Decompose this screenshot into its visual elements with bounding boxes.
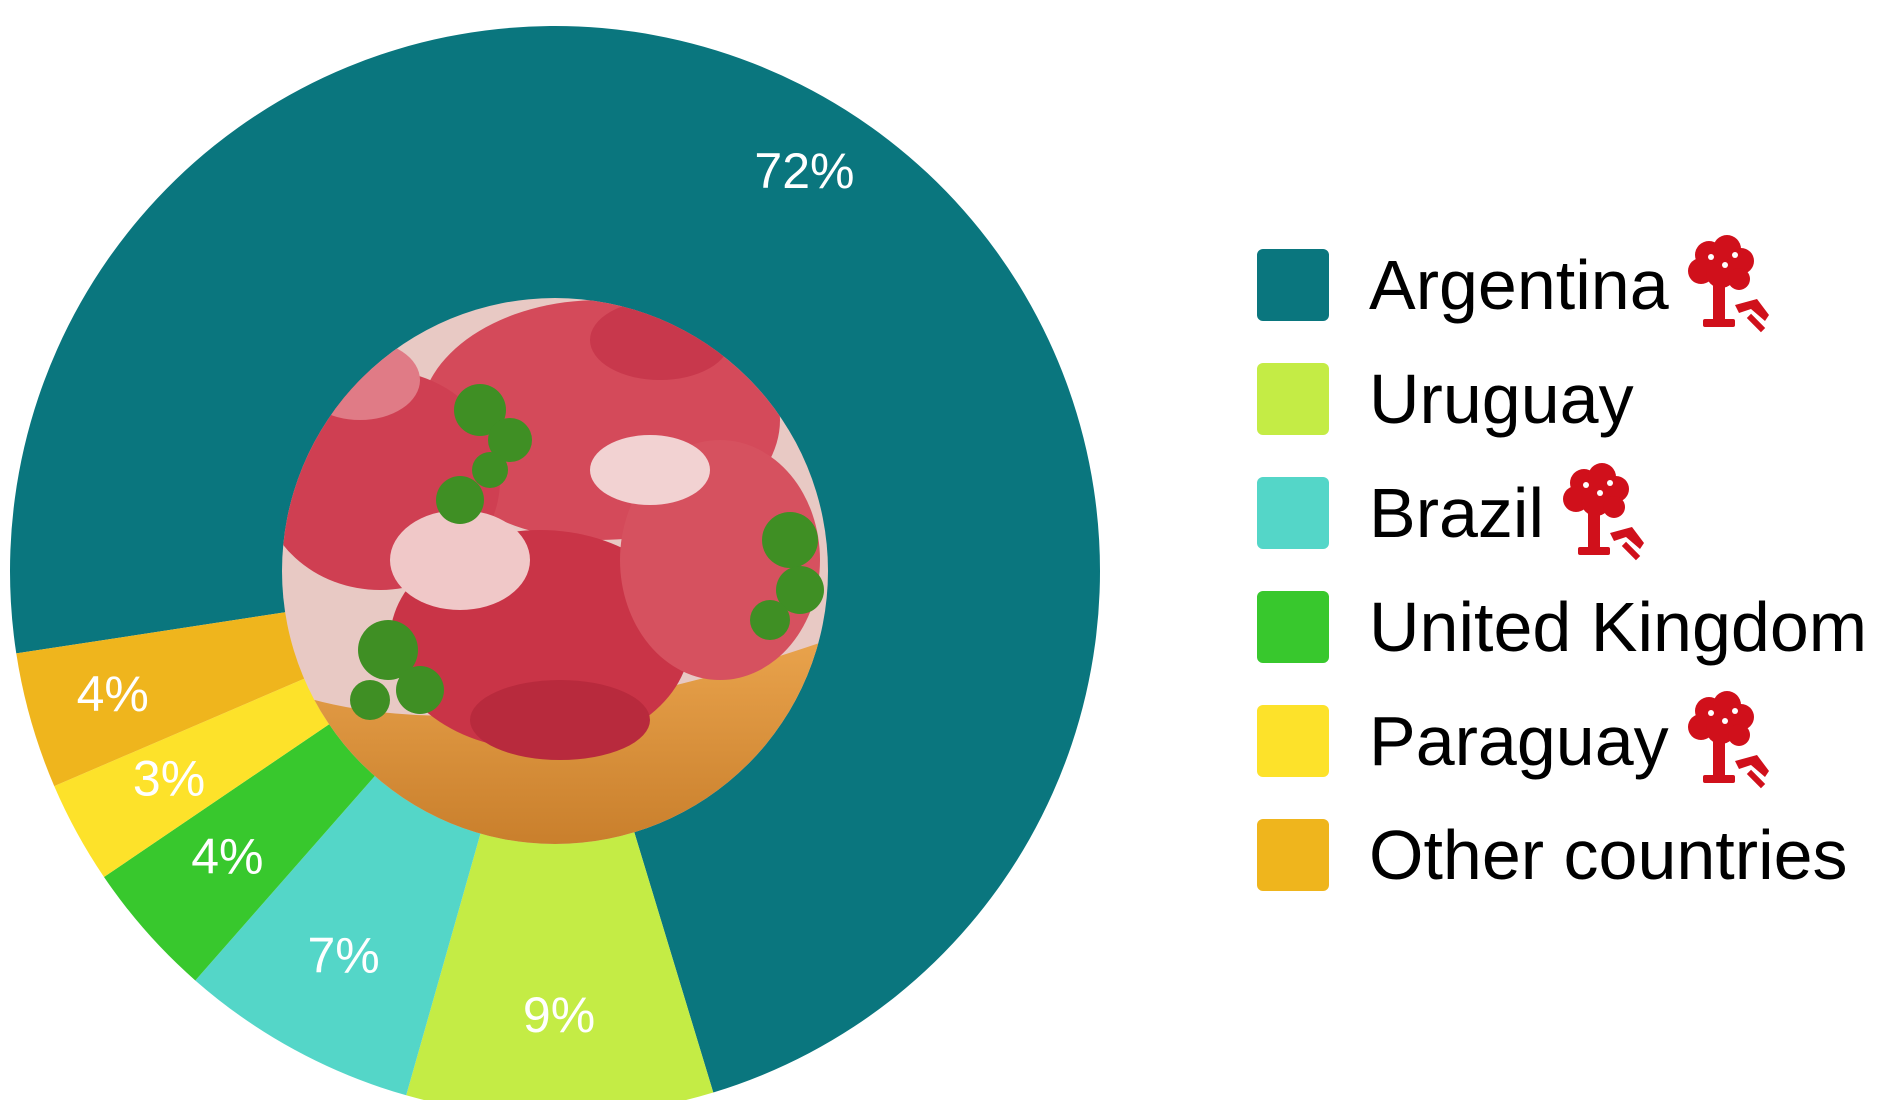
legend-item: Uruguay — [1257, 342, 1867, 456]
tree-with-axe-icon — [1687, 691, 1769, 789]
legend-item: Other countries — [1257, 798, 1867, 912]
legend-label: United Kingdom — [1369, 588, 1868, 666]
legend-label: Other countries — [1369, 816, 1848, 894]
legend-swatch — [1257, 363, 1329, 435]
legend-swatch — [1257, 249, 1329, 321]
legend: Argentina Uruguay Brazil United Kingdom Para… — [1257, 228, 1867, 912]
slice-value-label: 4% — [191, 828, 263, 884]
legend-item: Brazil — [1257, 456, 1867, 570]
slice-value-label: 9% — [523, 987, 595, 1043]
legend-label: Brazil — [1369, 474, 1545, 552]
legend-swatch — [1257, 705, 1329, 777]
legend-item: Argentina — [1257, 228, 1867, 342]
tree-with-axe-icon — [1687, 235, 1769, 333]
legend-item: Paraguay — [1257, 684, 1867, 798]
slice-value-label: 4% — [77, 666, 149, 722]
tree-with-axe-icon — [1563, 463, 1645, 561]
slice-value-label: 72% — [754, 143, 854, 199]
legend-swatch — [1257, 477, 1329, 549]
legend-label: Paraguay — [1369, 702, 1669, 780]
legend-swatch — [1257, 819, 1329, 891]
legend-label: Argentina — [1369, 246, 1669, 324]
legend-item: United Kingdom — [1257, 570, 1867, 684]
slice-value-label: 7% — [307, 927, 379, 983]
slice-value-label: 3% — [133, 751, 205, 807]
legend-swatch — [1257, 591, 1329, 663]
legend-label: Uruguay — [1369, 360, 1634, 438]
